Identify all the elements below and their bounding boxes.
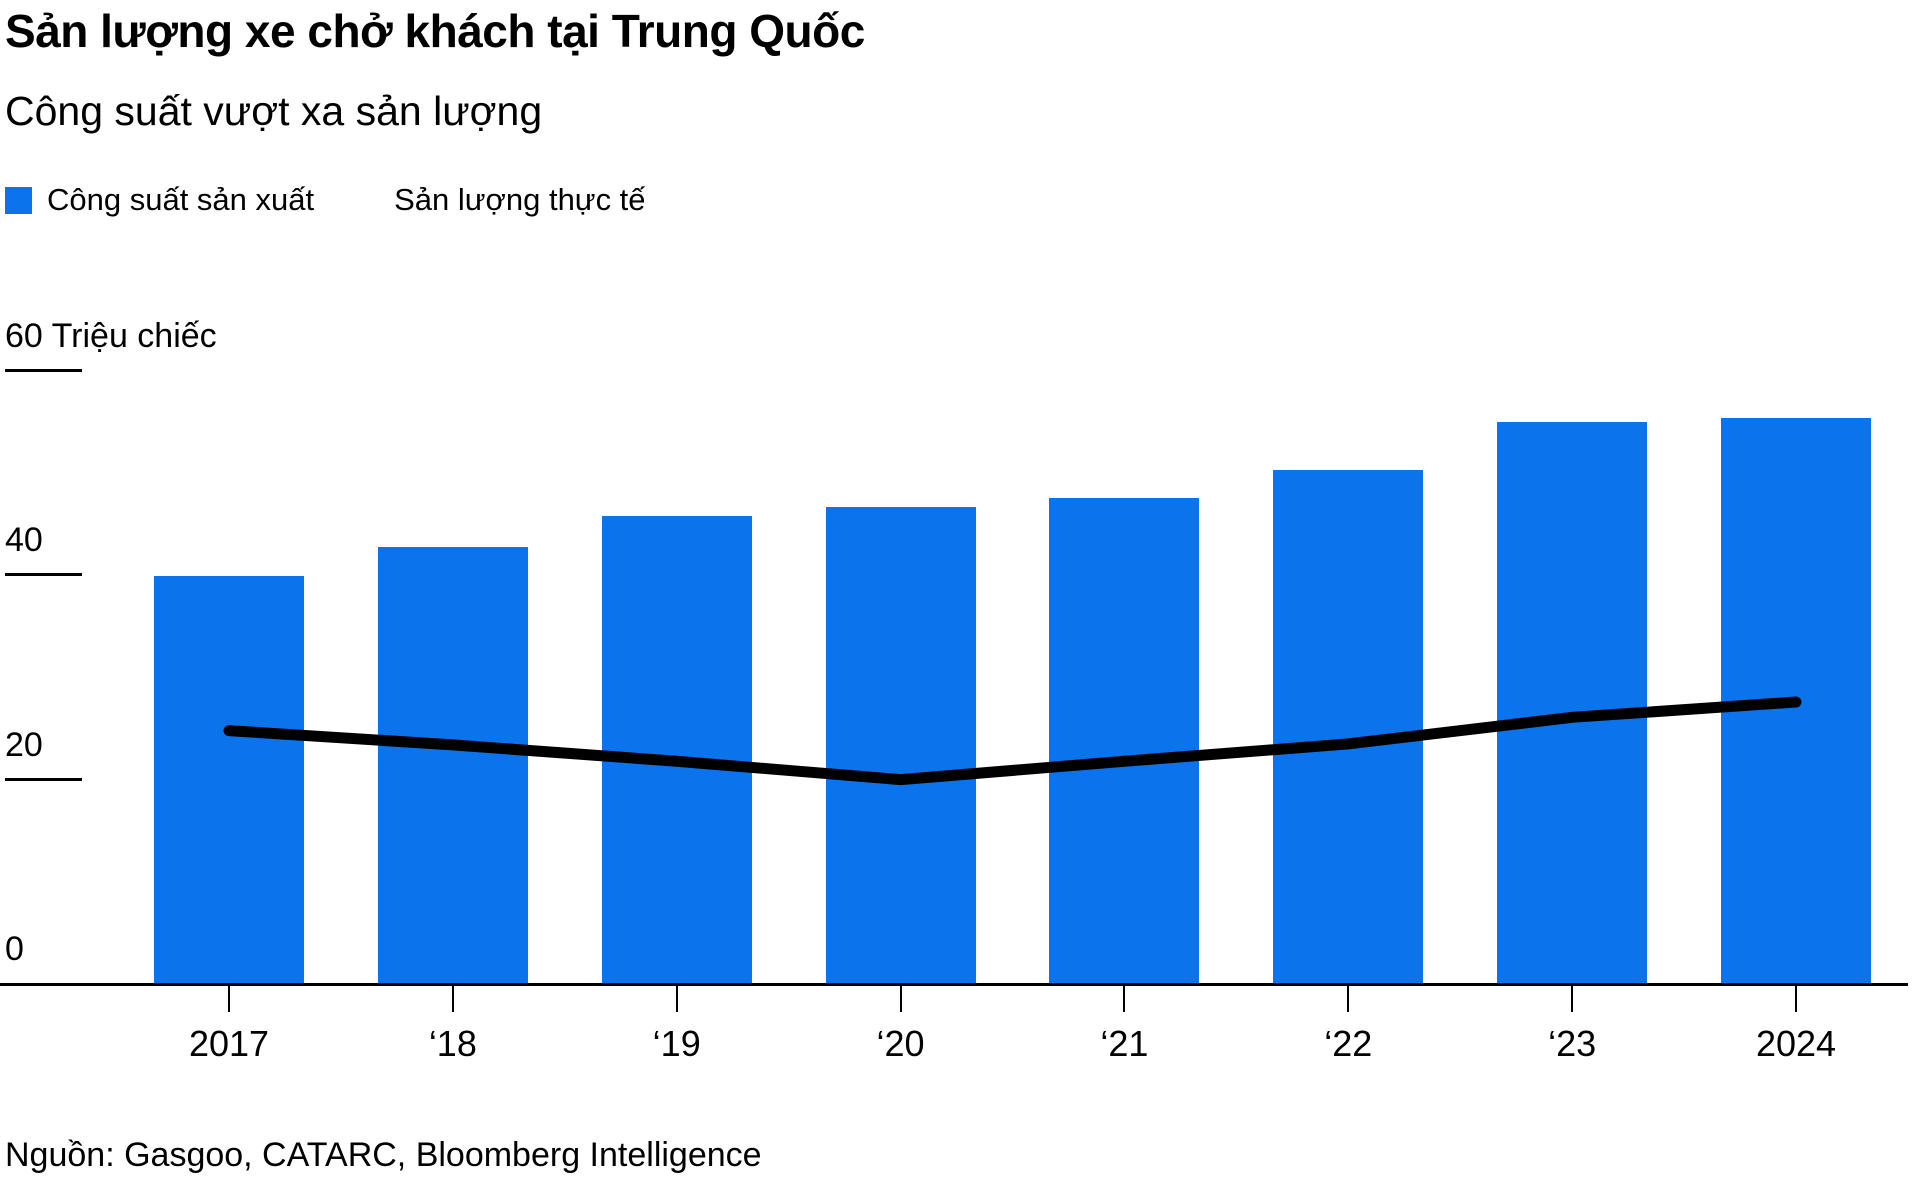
legend-item-capacity: Công suất sản xuất — [5, 182, 314, 218]
y-axis-label-0: 0 — [5, 930, 24, 968]
production-legend-label: Sản lượng thực tế — [394, 182, 646, 217]
production-line — [223, 696, 1802, 786]
bar-19 — [601, 516, 752, 985]
x-axis-label-20: ‘20 — [876, 1023, 925, 1064]
x-tick-21 — [1123, 985, 1126, 1012]
x-axis-label-19: ‘19 — [652, 1023, 701, 1064]
x-axis-label-2024: 2024 — [1755, 1023, 1837, 1064]
y-axis-label-60: 60 Triệu chiếc — [5, 317, 217, 355]
bar-2017 — [154, 576, 304, 985]
y-axis-label-40: 40 — [5, 521, 43, 560]
chart-title: Sản lượng xe chở khách tại Trung Quốc — [5, 5, 865, 57]
x-axis-label-18: ‘18 — [428, 1023, 477, 1064]
x-axis-label-21: ‘21 — [1100, 1023, 1149, 1064]
bar-21 — [1049, 497, 1200, 985]
x-tick-2024 — [1794, 985, 1797, 1012]
bar-22 — [1273, 470, 1424, 985]
x-tick-19 — [675, 985, 678, 1012]
bar-20 — [825, 506, 976, 985]
x-tick-2017 — [228, 985, 230, 1012]
capacity-legend-label: Công suất sản xuất — [47, 182, 315, 217]
bar-18 — [377, 546, 528, 985]
x-tick-22 — [1347, 985, 1350, 1012]
source-note: Nguồn: Gasgoo, CATARC, Bloomberg Intelli… — [5, 1136, 762, 1174]
x-axis-label-2017: 2017 — [188, 1023, 270, 1064]
legend: Công suất sản xuất Sản lượng thực tế — [5, 182, 646, 218]
capacity-legend-swatch — [5, 186, 32, 214]
bar-23 — [1497, 422, 1648, 985]
chart-subtitle: Công suất vượt xa sản lượng — [5, 88, 543, 134]
y-axis-label-20: 20 — [5, 725, 43, 764]
y-tick-20 — [5, 777, 82, 781]
y-tick-60 — [5, 369, 82, 372]
x-axis-baseline — [0, 983, 1908, 986]
x-axis-label-23: ‘23 — [1548, 1023, 1597, 1064]
x-axis-label-22: ‘22 — [1324, 1023, 1373, 1064]
x-tick-20 — [899, 985, 902, 1012]
x-tick-23 — [1571, 985, 1574, 1012]
x-tick-18 — [451, 985, 454, 1012]
legend-item-production: Sản lượng thực tế — [394, 182, 645, 218]
y-tick-40 — [5, 573, 82, 577]
